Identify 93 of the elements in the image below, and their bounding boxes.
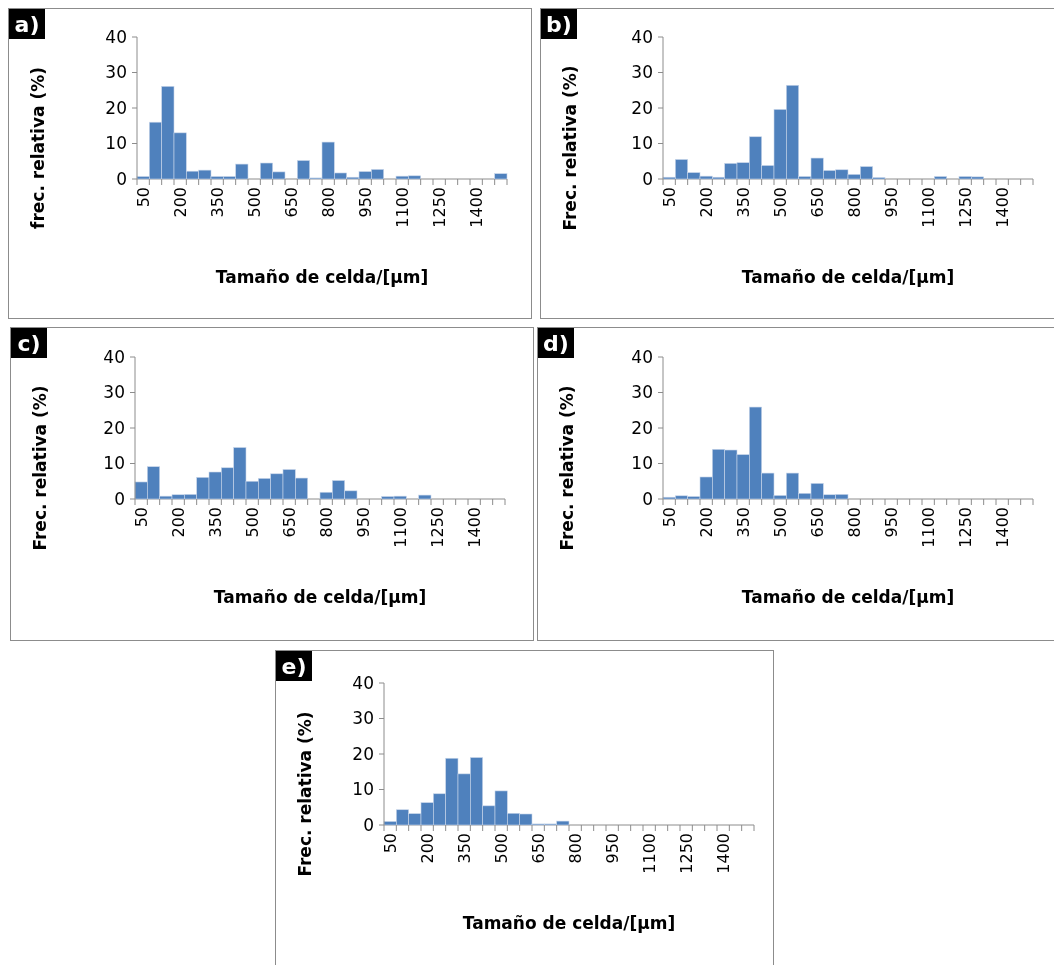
y-tick-label: 20 [103, 417, 125, 438]
y-tick-label: 30 [631, 382, 653, 403]
y-tick-label: 0 [642, 488, 653, 509]
x-tick-label: 50 [131, 507, 151, 528]
x-tick-label: 950 [602, 833, 622, 864]
x-tick-label: 1250 [429, 187, 449, 228]
y-tick-label: 20 [352, 743, 374, 764]
y-tick-label: 40 [352, 672, 374, 693]
bar [934, 176, 947, 180]
x-tick-label: 800 [316, 507, 336, 538]
x-tick-label: 200 [170, 187, 190, 218]
x-tick-label: 1400 [464, 507, 484, 548]
x-tick-label: 200 [696, 187, 716, 218]
chart-title: b) [546, 12, 572, 37]
x-tick-label: 650 [279, 507, 299, 538]
y-axis-title: Frec. relativa (%) [30, 385, 50, 551]
y-tick-label: 30 [631, 62, 653, 83]
x-tick-label: 650 [807, 507, 827, 538]
y-tick-label: 40 [631, 26, 653, 47]
y-tick-label: 30 [103, 382, 125, 403]
y-tick-label: 10 [631, 453, 653, 474]
y-tick-label: 0 [116, 168, 127, 189]
y-tick-label: 0 [363, 814, 374, 835]
y-tick-label: 30 [352, 708, 374, 729]
y-tick-label: 10 [352, 779, 374, 800]
chart-title: e) [281, 654, 307, 679]
bar [418, 494, 432, 500]
y-axis-title: frec. relativa (%) [28, 67, 48, 229]
x-tick-label: 1250 [676, 833, 696, 874]
x-tick-label: 650 [281, 187, 301, 218]
y-tick-label: 20 [631, 97, 653, 118]
x-tick-label: 500 [770, 187, 790, 218]
y-axis-title: Frec. relativa (%) [560, 65, 580, 231]
x-tick-label: 500 [770, 507, 790, 538]
y-tick-label: 0 [114, 488, 125, 509]
x-tick-label: 50 [380, 833, 400, 854]
y-axis-title: Frec. relativa (%) [557, 385, 577, 551]
y-tick-label: 40 [631, 346, 653, 367]
y-tick-label: 40 [105, 26, 127, 47]
chart-title: c) [17, 331, 41, 356]
y-tick-label: 10 [105, 133, 127, 154]
y-tick-label: 20 [631, 417, 653, 438]
x-tick-label: 500 [244, 187, 264, 218]
x-tick-label: 1250 [955, 187, 975, 228]
x-tick-label: 1400 [992, 507, 1012, 548]
x-tick-label: 1100 [918, 507, 938, 548]
x-tick-label: 800 [844, 187, 864, 218]
x-tick-label: 950 [881, 507, 901, 538]
x-axis-title: Tamaño de celda/[µm] [462, 913, 676, 933]
x-axis-title: Tamaño de celda/[µm] [741, 267, 955, 287]
x-tick-label: 650 [807, 187, 827, 218]
y-tick-label: 0 [642, 168, 653, 189]
x-tick-label: 1100 [390, 507, 410, 548]
x-tick-label: 1100 [918, 187, 938, 228]
x-axis-title: Tamaño de celda/[µm] [741, 587, 955, 607]
y-axis-title: Frec. relativa (%) [295, 711, 315, 877]
x-tick-label: 350 [207, 187, 227, 218]
x-tick-label: 500 [491, 833, 511, 864]
x-tick-label: 950 [353, 507, 373, 538]
x-tick-label: 50 [133, 187, 153, 208]
x-tick-label: 350 [454, 833, 474, 864]
x-tick-label: 200 [168, 507, 188, 538]
chart-title: a) [14, 12, 40, 37]
x-tick-label: 350 [205, 507, 225, 538]
x-axis-title: Tamaño de celda/[µm] [215, 267, 429, 287]
x-tick-label: 200 [417, 833, 437, 864]
x-tick-label: 200 [696, 507, 716, 538]
y-tick-label: 20 [105, 97, 127, 118]
x-tick-label: 50 [659, 187, 679, 208]
x-tick-label: 950 [355, 187, 375, 218]
chart-title: d) [543, 331, 569, 356]
x-tick-label: 350 [733, 187, 753, 218]
x-tick-label: 1100 [639, 833, 659, 874]
x-axis-title: Tamaño de celda/[µm] [213, 587, 427, 607]
x-tick-label: 1250 [427, 507, 447, 548]
x-tick-label: 1400 [713, 833, 733, 874]
bar [494, 173, 508, 180]
x-tick-label: 800 [844, 507, 864, 538]
x-tick-label: 50 [659, 507, 679, 528]
y-tick-label: 10 [631, 133, 653, 154]
x-tick-label: 650 [528, 833, 548, 864]
x-tick-label: 1400 [992, 187, 1012, 228]
x-tick-label: 1400 [466, 187, 486, 228]
y-tick-label: 30 [105, 62, 127, 83]
x-tick-label: 950 [881, 187, 901, 218]
y-tick-label: 40 [103, 346, 125, 367]
x-tick-label: 800 [565, 833, 585, 864]
y-tick-label: 10 [103, 453, 125, 474]
x-tick-label: 1250 [955, 507, 975, 548]
x-tick-label: 500 [242, 507, 262, 538]
x-tick-label: 800 [318, 187, 338, 218]
x-tick-label: 1100 [392, 187, 412, 228]
x-tick-label: 350 [733, 507, 753, 538]
